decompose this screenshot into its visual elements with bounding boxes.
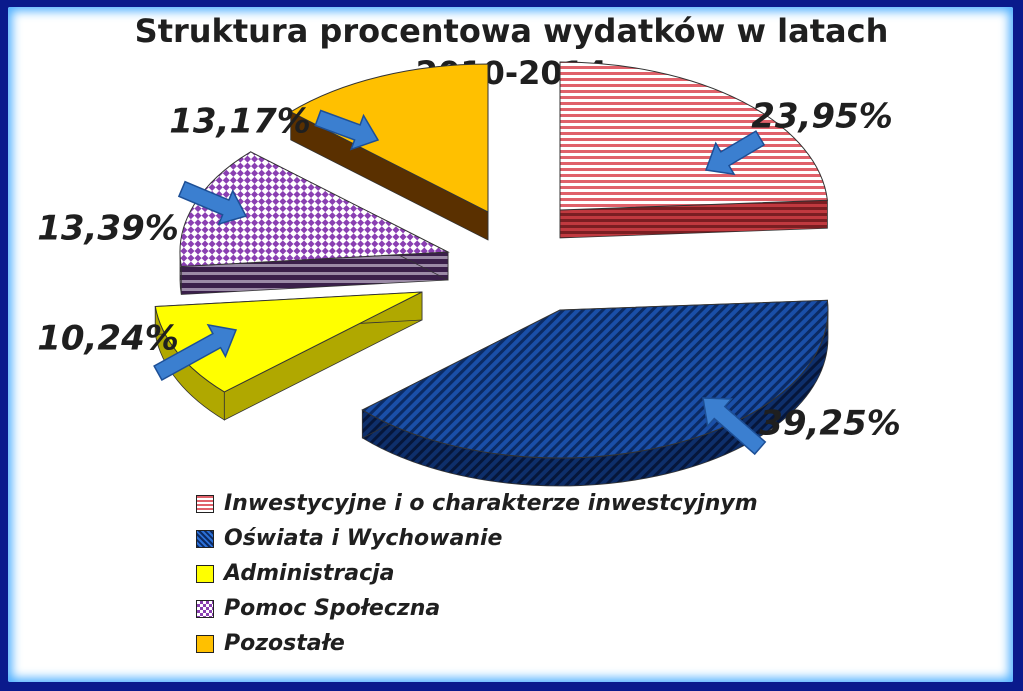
legend-item: Oświata i Wychowanie xyxy=(196,521,758,556)
pie-slice xyxy=(361,299,829,487)
legend-label: Oświata i Wychowanie xyxy=(224,526,503,551)
callout-arrow xyxy=(153,323,238,382)
pie-slice xyxy=(154,291,423,421)
pie-slice xyxy=(179,151,450,295)
legend-item: Inwestycyjne i o charakterze inwestcyjny… xyxy=(196,486,758,521)
legend-label: Pomoc Społeczna xyxy=(224,596,441,621)
legend: Inwestycyjne i o charakterze inwestcyjny… xyxy=(196,486,758,661)
callout-arrow xyxy=(704,130,766,176)
legend-item: Administracja xyxy=(196,556,758,591)
pie-slice-top xyxy=(154,291,423,393)
slice-value-label: 13,17% xyxy=(169,102,311,142)
callout-arrow xyxy=(702,397,767,456)
slice-value-label: 39,25% xyxy=(759,404,901,444)
pie-slice-top xyxy=(289,63,489,213)
slice-value-label: 13,39% xyxy=(37,209,179,249)
legend-label: Inwestycyjne i o charakterze inwestcyjny… xyxy=(224,491,758,516)
legend-item: Pozostałe xyxy=(196,626,758,661)
slice-value-label: 10,24% xyxy=(37,319,179,359)
slice-value-label: 23,95% xyxy=(751,97,893,137)
pie-slice-top xyxy=(179,151,450,268)
callout-arrow xyxy=(177,180,248,226)
callout-arrow xyxy=(314,109,380,151)
legend-label: Administracja xyxy=(224,561,395,586)
legend-swatch xyxy=(196,494,214,513)
legend-item: Pomoc Społeczna xyxy=(196,591,758,626)
legend-swatch xyxy=(196,529,214,548)
legend-swatch xyxy=(196,599,214,618)
pie-slice-top xyxy=(559,61,828,211)
pie-slice xyxy=(559,61,828,239)
chart-title: Struktura procentowa wydatków w latach xyxy=(134,12,889,50)
pie-slice xyxy=(289,63,489,241)
legend-swatch xyxy=(196,564,214,583)
legend-label: Pozostałe xyxy=(224,631,345,656)
legend-swatch xyxy=(196,634,214,653)
